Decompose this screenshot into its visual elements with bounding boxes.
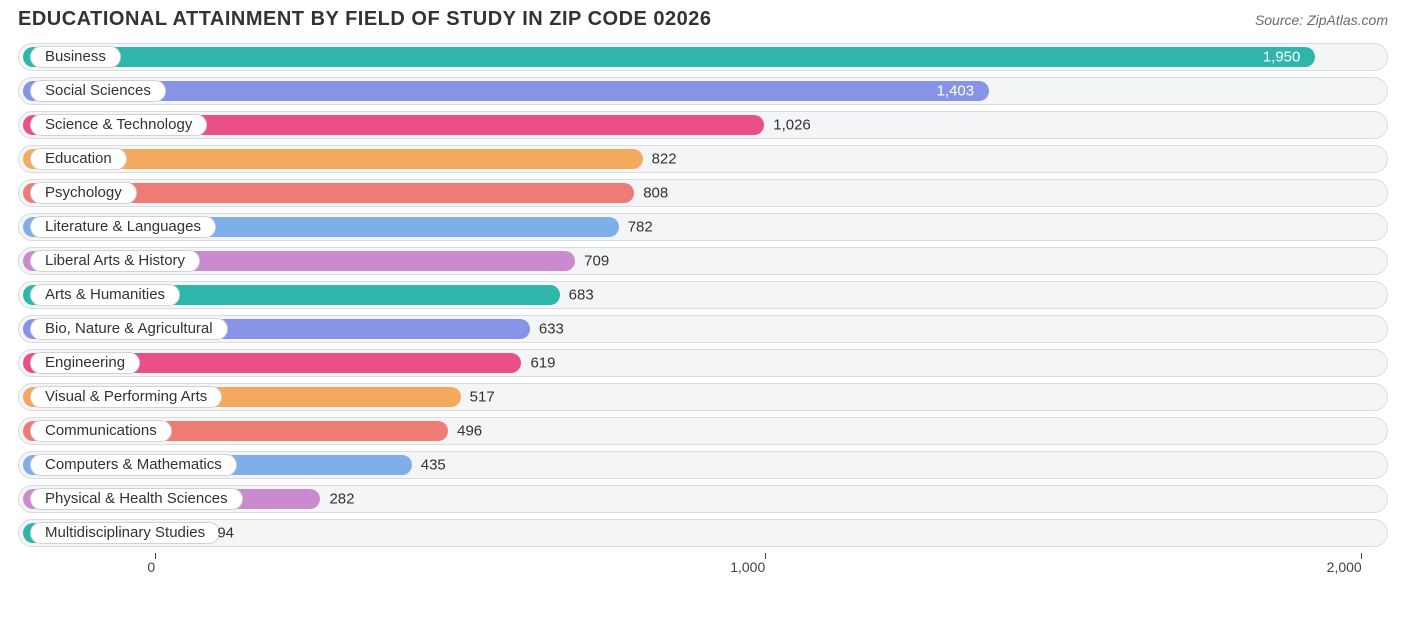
bar-value-label: 683 xyxy=(569,287,594,304)
bar-category-label: Bio, Nature & Agricultural xyxy=(30,318,228,340)
bar-category-label: Social Sciences xyxy=(30,80,166,102)
tick-label: 0 xyxy=(147,559,155,575)
bar-value-label: 1,950 xyxy=(1263,49,1301,66)
bar-row: Literature & Languages 782 xyxy=(18,213,1388,241)
bar-value-label: 517 xyxy=(470,389,495,406)
x-axis-tick: 1,000 xyxy=(748,553,783,575)
bar-row: Computers & Mathematics 435 xyxy=(18,451,1388,479)
bar-value-label: 94 xyxy=(217,525,234,542)
source-name: ZipAtlas.com xyxy=(1307,12,1388,28)
bar-track xyxy=(18,213,1388,241)
bar-row: Psychology 808 xyxy=(18,179,1388,207)
bar-track xyxy=(18,349,1388,377)
bar-row: Visual & Performing Arts 517 xyxy=(18,383,1388,411)
bar-value-label: 1,026 xyxy=(773,117,811,134)
bar-row: Education 822 xyxy=(18,145,1388,173)
bar-value-label: 435 xyxy=(421,457,446,474)
bar-category-label: Psychology xyxy=(30,182,137,204)
bar-fill xyxy=(23,47,1315,67)
bar-category-label: Engineering xyxy=(30,352,140,374)
bar-row: Communications 496 xyxy=(18,417,1388,445)
bar-row: Multidisciplinary Studies94 xyxy=(18,519,1388,547)
bar-value-label: 282 xyxy=(329,491,354,508)
x-axis: 0 1,000 2,000 xyxy=(18,553,1388,575)
bar-value-label: 822 xyxy=(652,151,677,168)
bar-category-label: Visual & Performing Arts xyxy=(30,386,222,408)
bar-row: Social Sciences 1,403 xyxy=(18,77,1388,105)
bar-track xyxy=(18,43,1388,71)
bar-value-label: 1,403 xyxy=(937,83,975,100)
bar-track xyxy=(18,179,1388,207)
bar-row: Bio, Nature & Agricultural 633 xyxy=(18,315,1388,343)
bar-value-label: 496 xyxy=(457,423,482,440)
x-axis-tick: 2,000 xyxy=(1344,553,1379,575)
x-axis-tick: 0 xyxy=(151,553,159,575)
bar-category-label: Education xyxy=(30,148,127,170)
chart-plot-area: Business 1,950 Social Sciences 1,403 Science… xyxy=(18,43,1388,547)
chart-header: EDUCATIONAL ATTAINMENT BY FIELD OF STUDY… xyxy=(18,8,1388,31)
bar-category-label: Arts & Humanities xyxy=(30,284,180,306)
bar-category-label: Business xyxy=(30,46,121,68)
bar-track xyxy=(18,417,1388,445)
tick-label: 1,000 xyxy=(730,559,765,575)
bar-category-label: Communications xyxy=(30,420,172,442)
bar-category-label: Literature & Languages xyxy=(30,216,216,238)
tick-label: 2,000 xyxy=(1327,559,1362,575)
source-prefix: Source: xyxy=(1255,12,1307,28)
bar-track xyxy=(18,111,1388,139)
bar-value-label: 633 xyxy=(539,321,564,338)
bar-fill xyxy=(23,81,989,101)
bar-track xyxy=(18,247,1388,275)
bar-category-label: Liberal Arts & History xyxy=(30,250,200,272)
bar-row: Engineering 619 xyxy=(18,349,1388,377)
bar-category-label: Physical & Health Sciences xyxy=(30,488,243,510)
chart-container: EDUCATIONAL ATTAINMENT BY FIELD OF STUDY… xyxy=(0,0,1406,631)
bar-row: Physical & Health Sciences 282 xyxy=(18,485,1388,513)
bar-value-label: 619 xyxy=(530,355,555,372)
bar-value-label: 782 xyxy=(628,219,653,236)
bar-category-label: Science & Technology xyxy=(30,114,207,136)
bar-track xyxy=(18,383,1388,411)
bar-value-label: 808 xyxy=(643,185,668,202)
bar-row: Arts & Humanities 683 xyxy=(18,281,1388,309)
bar-category-label: Multidisciplinary Studies xyxy=(30,522,220,544)
bar-track xyxy=(18,145,1388,173)
chart-title: EDUCATIONAL ATTAINMENT BY FIELD OF STUDY… xyxy=(18,8,712,31)
bar-row: Business 1,950 xyxy=(18,43,1388,71)
bar-category-label: Computers & Mathematics xyxy=(30,454,237,476)
bar-row: Science & Technology 1,026 xyxy=(18,111,1388,139)
source-attribution: Source: ZipAtlas.com xyxy=(1255,12,1388,28)
bar-track xyxy=(18,77,1388,105)
bar-value-label: 709 xyxy=(584,253,609,270)
bar-track xyxy=(18,281,1388,309)
bar-row: Liberal Arts & History 709 xyxy=(18,247,1388,275)
